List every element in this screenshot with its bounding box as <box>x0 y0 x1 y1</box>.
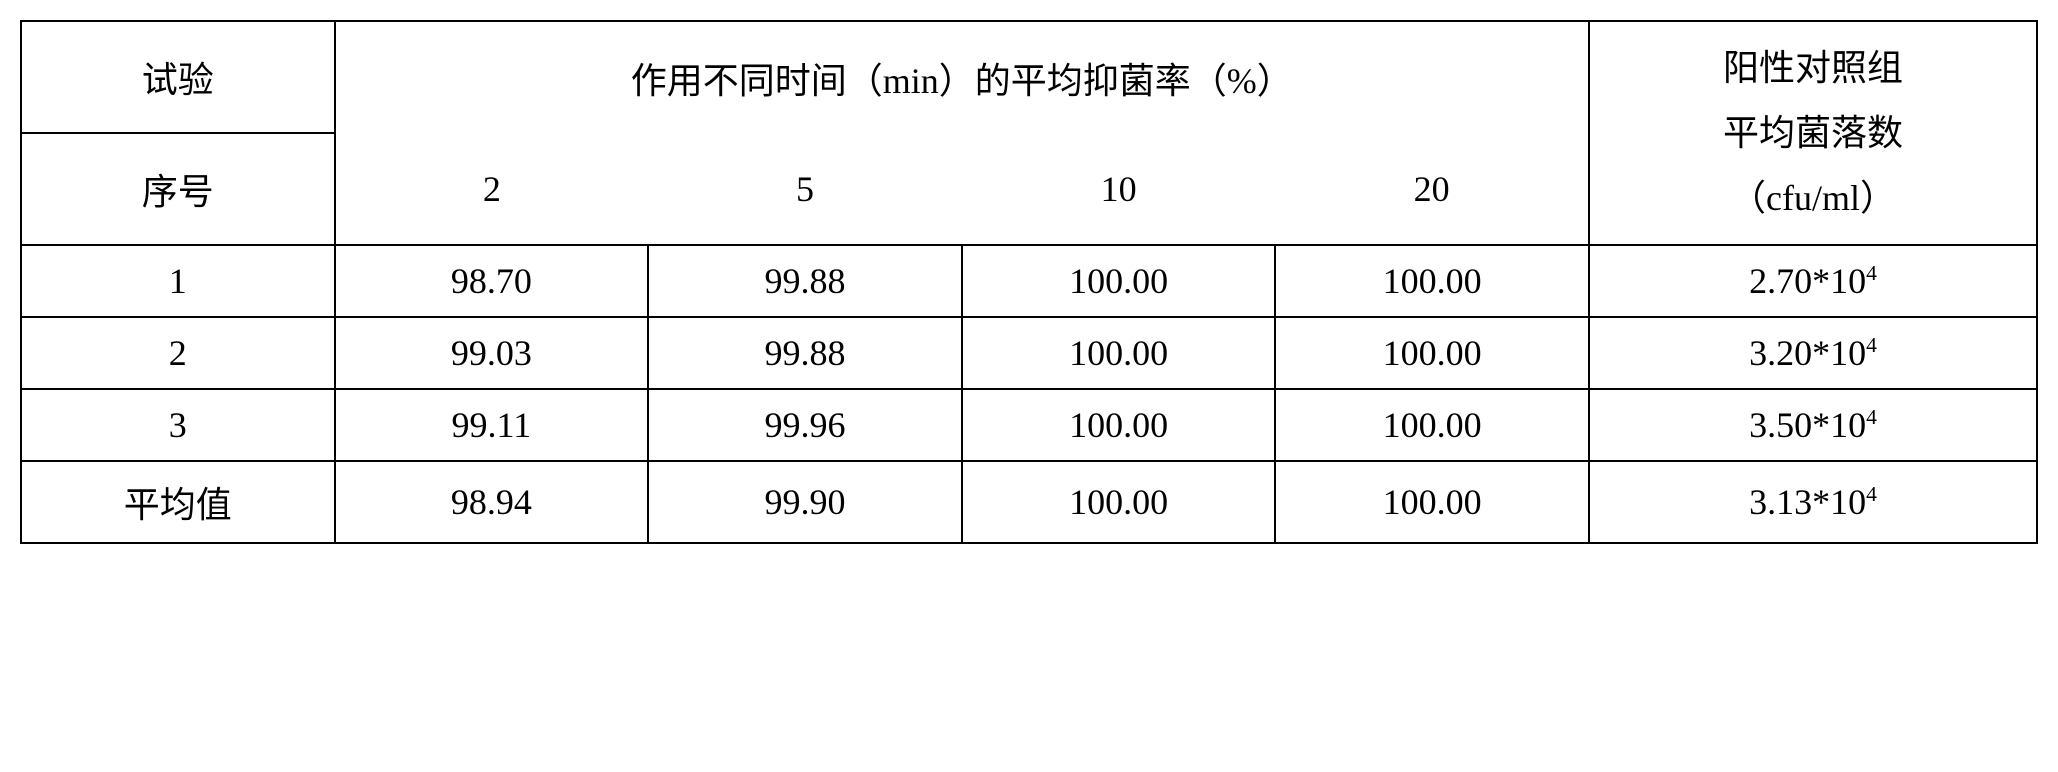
ctrl-base: 3.20*10 <box>1749 333 1866 373</box>
ctrl-cell: 3.20*104 <box>1589 317 2037 389</box>
val-cell: 100.00 <box>962 461 1276 543</box>
control-header: 阳性对照组 平均菌落数 （cfu/ml） <box>1589 21 2037 245</box>
val-cell: 98.70 <box>335 245 649 317</box>
time-col-2: 10 <box>962 133 1276 245</box>
control-header-line2: 平均菌落数 <box>1723 113 1903 153</box>
val-cell: 100.00 <box>1275 317 1589 389</box>
data-table: 试验 作用不同时间（min）的平均抑菌率（%） 阳性对照组 平均菌落数 （cfu… <box>20 20 2038 544</box>
val-cell: 99.90 <box>648 461 962 543</box>
val-cell: 99.96 <box>648 389 962 461</box>
val-cell: 99.88 <box>648 317 962 389</box>
control-header-line3: （cfu/ml） <box>1730 178 1896 218</box>
ctrl-cell: 3.50*104 <box>1589 389 2037 461</box>
seq-header: 序号 <box>21 133 335 245</box>
val-cell: 100.00 <box>962 245 1276 317</box>
ctrl-exp: 4 <box>1866 261 1877 285</box>
table-header-row-1: 试验 作用不同时间（min）的平均抑菌率（%） 阳性对照组 平均菌落数 （cfu… <box>21 21 2037 133</box>
ctrl-exp: 4 <box>1866 482 1877 506</box>
val-cell: 99.88 <box>648 245 962 317</box>
table-row: 1 98.70 99.88 100.00 100.00 2.70*104 <box>21 245 2037 317</box>
seq-cell: 1 <box>21 245 335 317</box>
val-cell: 100.00 <box>1275 461 1589 543</box>
ctrl-base: 2.70*10 <box>1749 261 1866 301</box>
seq-cell: 2 <box>21 317 335 389</box>
val-cell: 100.00 <box>1275 245 1589 317</box>
val-cell: 98.94 <box>335 461 649 543</box>
seq-cell: 平均值 <box>21 461 335 543</box>
ctrl-base: 3.50*10 <box>1749 405 1866 445</box>
table-row-average: 平均值 98.94 99.90 100.00 100.00 3.13*104 <box>21 461 2037 543</box>
seq-cell: 3 <box>21 389 335 461</box>
ctrl-exp: 4 <box>1866 333 1877 357</box>
ctrl-cell: 2.70*104 <box>1589 245 2037 317</box>
val-cell: 100.00 <box>962 389 1276 461</box>
table-row: 2 99.03 99.88 100.00 100.00 3.20*104 <box>21 317 2037 389</box>
time-col-1: 5 <box>648 133 962 245</box>
trial-header: 试验 <box>21 21 335 133</box>
time-col-3: 20 <box>1275 133 1589 245</box>
table-row: 3 99.11 99.96 100.00 100.00 3.50*104 <box>21 389 2037 461</box>
ctrl-exp: 4 <box>1866 405 1877 429</box>
val-cell: 99.11 <box>335 389 649 461</box>
val-cell: 100.00 <box>962 317 1276 389</box>
ctrl-base: 3.13*10 <box>1749 482 1866 522</box>
time-col-0: 2 <box>335 133 649 245</box>
control-header-line1: 阳性对照组 <box>1723 48 1903 88</box>
val-cell: 100.00 <box>1275 389 1589 461</box>
val-cell: 99.03 <box>335 317 649 389</box>
time-header: 作用不同时间（min）的平均抑菌率（%） <box>335 21 1589 133</box>
ctrl-cell: 3.13*104 <box>1589 461 2037 543</box>
